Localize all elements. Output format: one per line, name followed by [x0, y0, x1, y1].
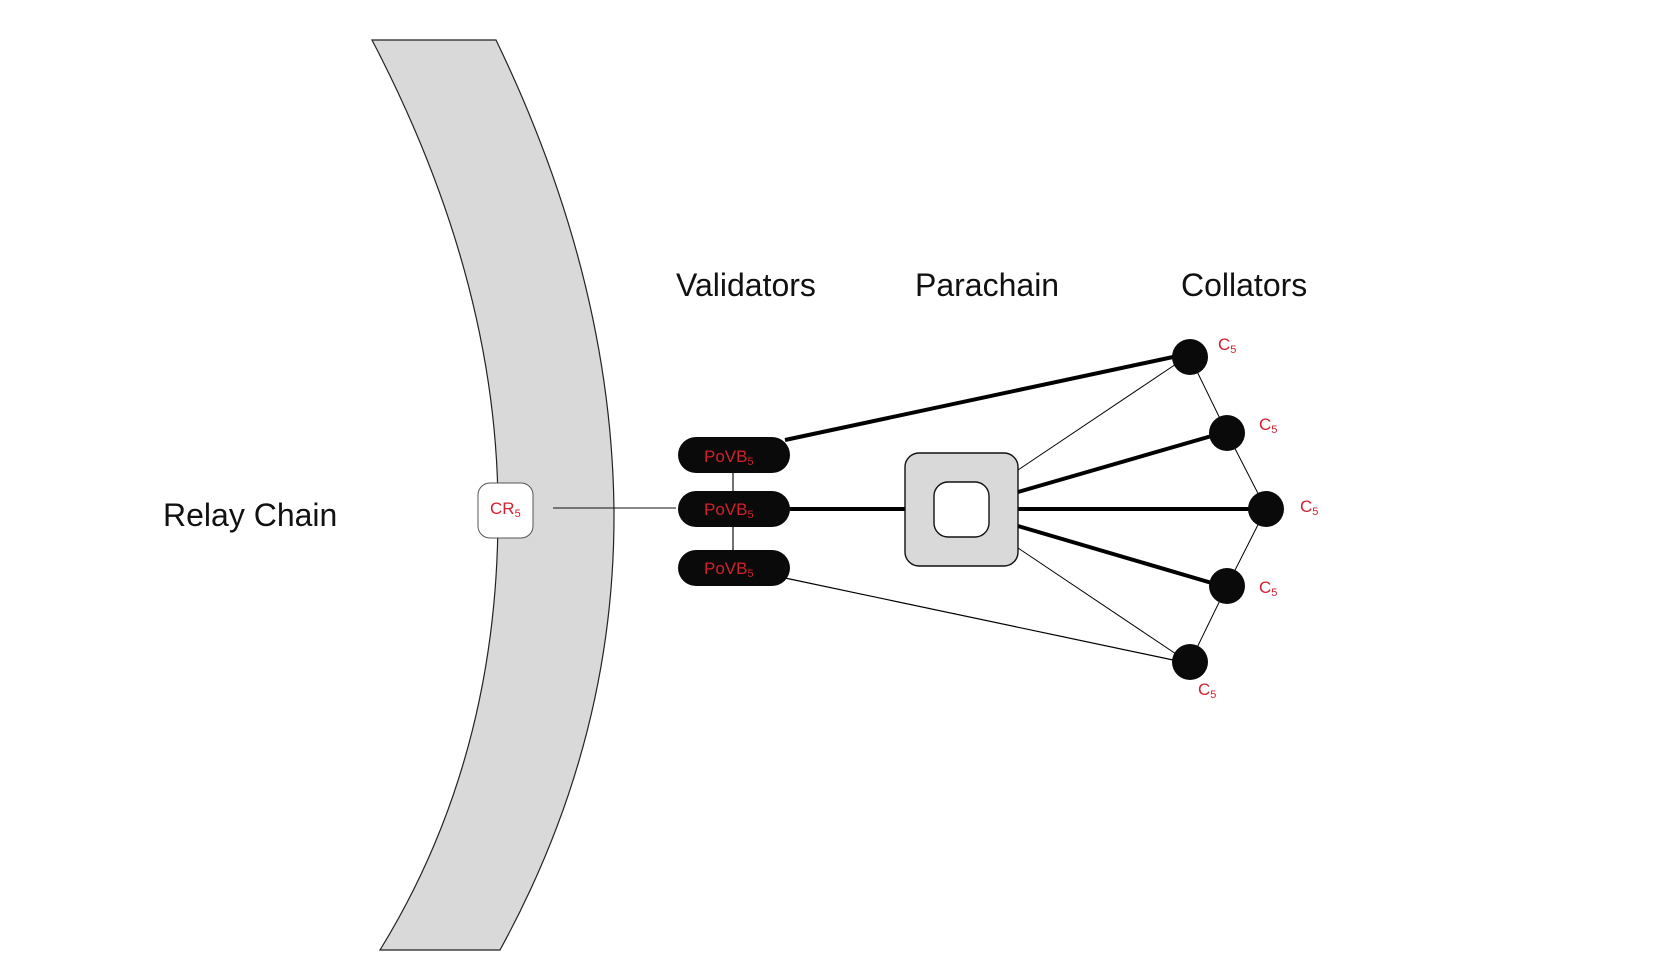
relay-chain-node-label-main: CR: [490, 499, 515, 518]
validators-heading: Validators: [676, 267, 816, 303]
validator-pill: [678, 491, 790, 527]
collator-node: [1209, 568, 1245, 604]
relay-chain-node-label-sub: 5: [515, 508, 521, 520]
collator-label: C5: [1300, 497, 1318, 518]
relay-chain-label: Relay Chain: [163, 497, 337, 533]
validator-pill: [678, 550, 790, 586]
collator-label: C5: [1198, 680, 1216, 701]
validator-label: PoVB5: [704, 447, 754, 468]
collator-node: [1248, 491, 1284, 527]
collator-label-main: C: [1300, 497, 1312, 516]
parachain-heading: Parachain: [915, 267, 1059, 303]
collator-label-sub: 5: [1230, 344, 1236, 356]
parachain-to-collator-5: [1017, 547, 1186, 661]
parachain-block-inner: [933, 481, 990, 538]
validator-label-main: PoVB: [704, 559, 747, 578]
validator-label-main: PoVB: [704, 500, 747, 519]
validator-label-main: PoVB: [704, 447, 747, 466]
collators-heading: Collators: [1181, 267, 1307, 303]
collator-node: [1172, 339, 1208, 375]
validator-node: PoVB5: [678, 550, 790, 586]
collator-label-sub: 5: [1312, 506, 1318, 518]
collator-label-sub: 5: [1271, 587, 1277, 599]
validator-label: PoVB5: [704, 559, 754, 580]
collator-node: [1209, 415, 1245, 451]
validator-node: PoVB5: [678, 491, 790, 527]
collator-label-main: C: [1259, 415, 1271, 434]
collator-label-main: C: [1259, 578, 1271, 597]
collator-label-sub: 5: [1271, 424, 1277, 436]
collator-node: [1172, 644, 1208, 680]
parachain-to-collator-2: [1017, 431, 1223, 494]
relay-chain-node: [477, 482, 534, 539]
collator-label-sub: 5: [1210, 689, 1216, 701]
validator-pill: [678, 437, 790, 473]
validator-label-sub: 5: [747, 456, 753, 468]
collator-label-main: C: [1218, 335, 1230, 354]
validator-label: PoVB5: [704, 500, 754, 521]
validator-3-to-collator-5: [784, 577, 1174, 661]
parachain-to-collator-1: [1017, 357, 1186, 471]
collator-label-main: C: [1198, 680, 1210, 699]
validator-1-to-collator-1: [784, 355, 1174, 442]
relay-chain-node-label: CR5: [490, 499, 521, 520]
parachain-to-collator-4: [1017, 524, 1223, 588]
collator-label: C5: [1259, 415, 1277, 436]
relay-chain-band: [371, 39, 615, 951]
collator-label: C5: [1259, 578, 1277, 599]
validator-label-sub: 5: [747, 568, 753, 580]
validator-label-sub: 5: [747, 509, 753, 521]
validator-node: PoVB5: [678, 437, 790, 473]
collator-label: C5: [1218, 335, 1236, 356]
